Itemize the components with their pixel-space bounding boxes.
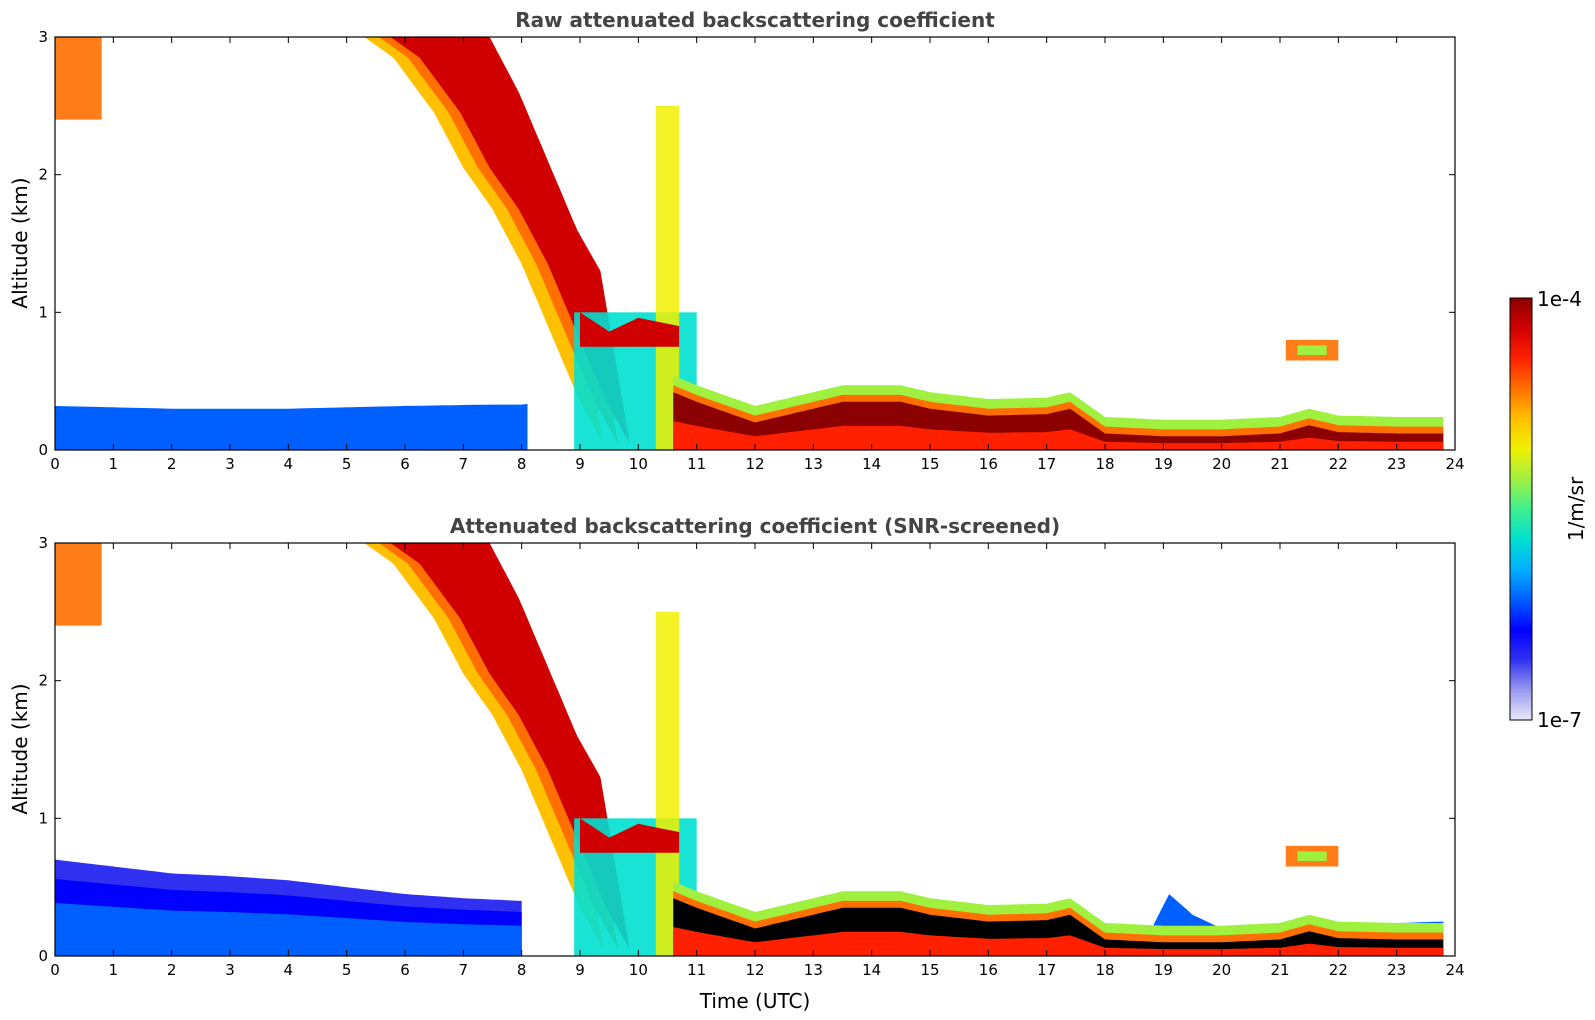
- x-tick-label: 0: [50, 455, 60, 473]
- x-tick-label: 19: [1154, 961, 1173, 979]
- x-tick-label: 8: [517, 961, 527, 979]
- x-tick-label: 10: [629, 961, 648, 979]
- heatmap-area: [55, 37, 1444, 450]
- x-tick-label: 20: [1212, 961, 1231, 979]
- elevated-layer: [580, 312, 680, 347]
- axis-ticks: 0 1 2 3 4 5 6 7 8 9 10 11 12 13 14 15 16 17 18 19 20 21 22 23 24…: [38, 28, 1464, 473]
- noise-field: [795, 37, 930, 409]
- x-tick-label: 15: [920, 455, 939, 473]
- axis-ticks: 0 1 2 3 4 5 6 7 8 9 10 11 12 13 14 15 16 17 18 19 20 21 22 23 24…: [38, 534, 1464, 979]
- x-tick-label: 23: [1387, 961, 1406, 979]
- x-tick-label: 0: [50, 961, 60, 979]
- x-tick-label: 24: [1445, 455, 1464, 473]
- x-tick-label: 14: [862, 961, 881, 979]
- elevated-layer: [580, 818, 680, 853]
- x-tick-label: 3: [225, 961, 235, 979]
- colorbar-min-label: 1e-7: [1537, 708, 1582, 732]
- x-tick-label: 14: [862, 455, 881, 473]
- x-tick-label: 18: [1095, 455, 1114, 473]
- x-tick-label: 7: [459, 455, 469, 473]
- precip-column: [655, 611, 680, 956]
- colorbar-max-label: 1e-4: [1537, 287, 1582, 311]
- y-tick-label: 2: [38, 672, 48, 690]
- x-tick-label: 21: [1270, 455, 1289, 473]
- x-tick-label: 13: [804, 455, 823, 473]
- x-tick-label: 22: [1329, 961, 1348, 979]
- x-tick-label: 9: [575, 961, 585, 979]
- x-tick-label: 23: [1387, 455, 1406, 473]
- panel-raw: Raw attenuated backscattering coefficien…: [8, 8, 1465, 473]
- boundary-layer-band: [55, 903, 522, 956]
- x-tick-label: 3: [225, 455, 235, 473]
- colorbar: 1e-4 1e-7 1/m/sr: [1509, 287, 1588, 732]
- colorbar-gradient: [1509, 297, 1533, 721]
- small-cloud: [1297, 851, 1327, 862]
- x-tick-label: 8: [517, 455, 527, 473]
- x-tick-label: 17: [1037, 455, 1056, 473]
- x-tick-label: 10: [629, 455, 648, 473]
- x-tick-label: 16: [979, 455, 998, 473]
- x-tick-label: 11: [687, 961, 706, 979]
- y-tick-label: 2: [38, 166, 48, 184]
- y-axis-label: Altitude (km): [8, 683, 32, 814]
- cloud-band: [390, 37, 630, 444]
- x-tick-label: 5: [342, 455, 352, 473]
- x-tick-label: 21: [1270, 961, 1289, 979]
- cloud-fragment: [55, 543, 102, 626]
- y-tick-label: 1: [38, 809, 48, 827]
- panel-title: Raw attenuated backscattering coefficien…: [515, 8, 995, 32]
- cloud-fragment: [55, 37, 102, 120]
- y-axis-label: Altitude (km): [8, 177, 32, 308]
- x-tick-label: 5: [342, 961, 352, 979]
- x-tick-label: 13: [804, 961, 823, 979]
- y-tick-label: 3: [38, 28, 48, 46]
- x-tick-label: 4: [284, 455, 294, 473]
- x-tick-label: 17: [1037, 961, 1056, 979]
- panel-snr-screened: Attenuated backscattering coefficient (S…: [8, 514, 1465, 1013]
- boundary-layer-band: [55, 403, 528, 450]
- small-cloud: [1297, 345, 1327, 356]
- panel-title: Attenuated backscattering coefficient (S…: [450, 514, 1060, 538]
- x-tick-label: 19: [1154, 455, 1173, 473]
- cloud-band: [390, 543, 630, 950]
- y-tick-label: 0: [38, 441, 48, 459]
- x-tick-label: 7: [459, 961, 469, 979]
- y-tick-label: 3: [38, 534, 48, 552]
- x-tick-label: 15: [920, 961, 939, 979]
- precip-column: [655, 105, 680, 450]
- noise-field: [1163, 37, 1193, 409]
- x-tick-label: 1: [109, 455, 119, 473]
- x-tick-label: 24: [1445, 961, 1464, 979]
- x-tick-label: 1: [109, 961, 119, 979]
- heatmap-area: [55, 543, 1444, 956]
- x-tick-label: 2: [167, 961, 177, 979]
- x-tick-label: 4: [284, 961, 294, 979]
- colorbar-unit-label: 1/m/sr: [1564, 476, 1588, 541]
- x-axis-label: Time (UTC): [699, 989, 811, 1013]
- dense-layer-base: [673, 927, 1444, 956]
- dense-layer-base: [673, 421, 1444, 450]
- x-tick-label: 6: [400, 455, 410, 473]
- x-tick-label: 6: [400, 961, 410, 979]
- x-tick-label: 12: [745, 455, 764, 473]
- x-tick-label: 16: [979, 961, 998, 979]
- y-tick-label: 0: [38, 947, 48, 965]
- x-tick-label: 18: [1095, 961, 1114, 979]
- x-tick-label: 22: [1329, 455, 1348, 473]
- x-tick-label: 2: [167, 455, 177, 473]
- x-tick-label: 11: [687, 455, 706, 473]
- x-tick-label: 20: [1212, 455, 1231, 473]
- x-tick-label: 9: [575, 455, 585, 473]
- x-tick-label: 12: [745, 961, 764, 979]
- y-tick-label: 1: [38, 303, 48, 321]
